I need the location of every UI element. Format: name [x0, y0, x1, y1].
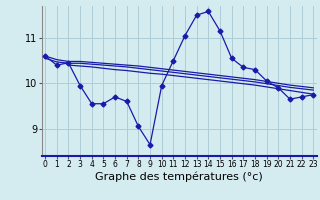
X-axis label: Graphe des températures (°c): Graphe des températures (°c) — [95, 172, 263, 182]
